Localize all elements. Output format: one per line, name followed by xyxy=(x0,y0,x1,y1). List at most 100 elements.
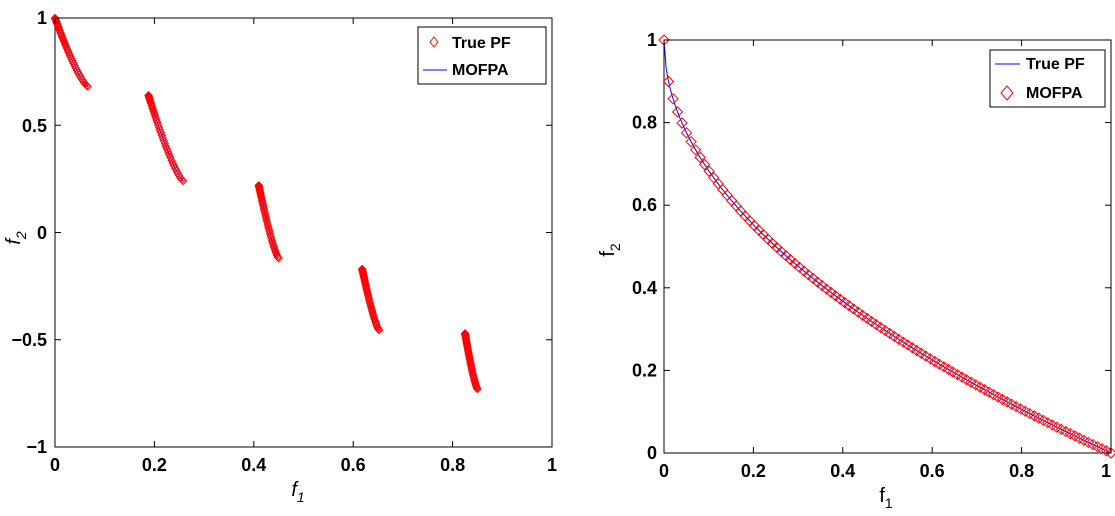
left-truepf-point xyxy=(160,139,170,148)
left-truepf-point xyxy=(163,147,173,157)
left-truepf-point xyxy=(63,45,72,55)
left-ytick-0: −1 xyxy=(26,437,47,457)
right-xtick-4: 0.8 xyxy=(1009,461,1034,481)
left-truepf-point xyxy=(263,222,273,231)
left-xtick-1: 0.2 xyxy=(142,455,167,475)
right-xtick-2: 0.4 xyxy=(830,461,855,481)
right-xtick-3: 0.6 xyxy=(920,461,945,481)
left-xtick-2: 0.4 xyxy=(241,455,266,475)
right-mofpa-point xyxy=(834,293,846,305)
right-mofpa-point xyxy=(816,279,828,292)
left-truepf-point xyxy=(269,243,279,252)
right-mofpa-point xyxy=(667,92,679,105)
right-mofpa-point xyxy=(861,312,873,325)
left-truepf-point xyxy=(150,111,160,120)
left-ylabel: f2 xyxy=(3,231,29,245)
left-truepf-point xyxy=(83,82,93,91)
left-ticks xyxy=(54,17,553,448)
right-mofpa-point xyxy=(703,165,715,177)
left-truepf-point xyxy=(56,29,66,39)
left-truepf-point xyxy=(57,31,67,41)
right-ytick-3: 0.6 xyxy=(632,195,657,215)
right-legend: True PF MOFPA xyxy=(989,49,1106,108)
left-truepf-point xyxy=(259,202,268,211)
left-truepf-point xyxy=(463,346,473,356)
right-ticks xyxy=(663,39,1112,454)
left-truepf-point xyxy=(260,208,270,217)
left-truepf-point xyxy=(256,191,266,200)
right-mofpa-point xyxy=(884,327,896,340)
left-truepf-point xyxy=(269,241,278,250)
right-ytick-0: 0 xyxy=(647,443,657,463)
right-mofpa-point xyxy=(1105,447,1115,459)
right-mofpa-point xyxy=(856,309,869,322)
right-marks xyxy=(658,34,1115,459)
left-truepf-point xyxy=(464,350,474,359)
left-truepf-point xyxy=(464,348,473,357)
right-mofpa-point xyxy=(685,135,697,148)
left-truepf-point xyxy=(149,109,159,118)
right-ylabel: f2 xyxy=(597,243,623,257)
left-ytick-3: 0.5 xyxy=(22,116,47,136)
right-mofpa-point xyxy=(811,276,824,288)
left-truepf-point xyxy=(259,204,269,213)
left-truepf-point xyxy=(358,269,368,279)
left-xlabel: f1 xyxy=(291,479,304,505)
left-truepf-point xyxy=(168,158,177,168)
left-ytick-4: 1 xyxy=(37,8,47,28)
left-legend-label-1: True PF xyxy=(452,35,511,52)
left-truepf-point xyxy=(464,351,474,361)
right-ytick-4: 0.8 xyxy=(632,113,657,133)
left-truepf-point xyxy=(360,276,369,285)
left-legend-label-2: MOFPA xyxy=(452,62,509,79)
left-legend: True PF MOFPA xyxy=(417,26,547,85)
left-truepf-point xyxy=(149,106,158,116)
right-mofpa-point xyxy=(689,144,702,156)
left-truepf-point xyxy=(61,41,71,51)
right-mofpa-point xyxy=(829,290,842,302)
right-mofpa-point xyxy=(671,106,684,118)
left-truepf-point xyxy=(267,236,277,245)
left-truepf-point xyxy=(463,345,473,354)
right-xtick-1: 0.2 xyxy=(741,461,766,481)
left-truepf-point xyxy=(165,150,174,159)
right-xlabel: f1 xyxy=(879,485,893,511)
left-truepf-point xyxy=(274,254,283,263)
left-truepf-point xyxy=(473,384,482,394)
left-truepf-point xyxy=(361,279,370,288)
right-mofpa-point xyxy=(838,296,851,309)
left-legend-diamond-marker xyxy=(429,36,439,48)
left-truepf-point xyxy=(260,206,269,215)
left-truepf-point xyxy=(267,234,276,243)
right-legend-diamond-marker xyxy=(1000,85,1014,101)
right-plot-frame xyxy=(663,39,1112,454)
left-truepf-point xyxy=(145,94,154,104)
left-xtick-5: 1 xyxy=(547,455,557,475)
right-xtick-0: 0 xyxy=(659,461,669,481)
right-mofpa-point xyxy=(865,315,878,328)
left-truepf-point xyxy=(77,74,86,83)
right-mofpa-point xyxy=(793,261,806,274)
left-truepf-point xyxy=(472,382,481,392)
left-truepf-point xyxy=(360,277,370,286)
left-xtick-3: 0.6 xyxy=(341,455,366,475)
right-legend-label-1: True PF xyxy=(1026,56,1085,73)
right-mofpa-point xyxy=(847,303,860,315)
left-truepf-point xyxy=(256,188,265,197)
right-mofpa-point xyxy=(843,300,855,312)
left-truepf-point xyxy=(263,219,272,229)
left-truepf-point xyxy=(265,229,275,238)
left-truepf-point xyxy=(166,153,175,162)
left-truepf-point xyxy=(374,325,384,335)
right-mofpa-point xyxy=(802,269,815,281)
right-mofpa-point xyxy=(888,330,900,343)
right-mofpa-point xyxy=(879,324,891,337)
right-mofpa-point xyxy=(875,321,887,334)
right-mofpa-point xyxy=(662,75,675,88)
left-truepf-point xyxy=(264,224,273,233)
left-truepf-point xyxy=(372,322,382,331)
left-truepf-point xyxy=(265,226,274,236)
right-mofpa-point xyxy=(893,333,905,346)
right-mofpa-point xyxy=(680,127,693,139)
right-mofpa-point xyxy=(870,318,882,331)
